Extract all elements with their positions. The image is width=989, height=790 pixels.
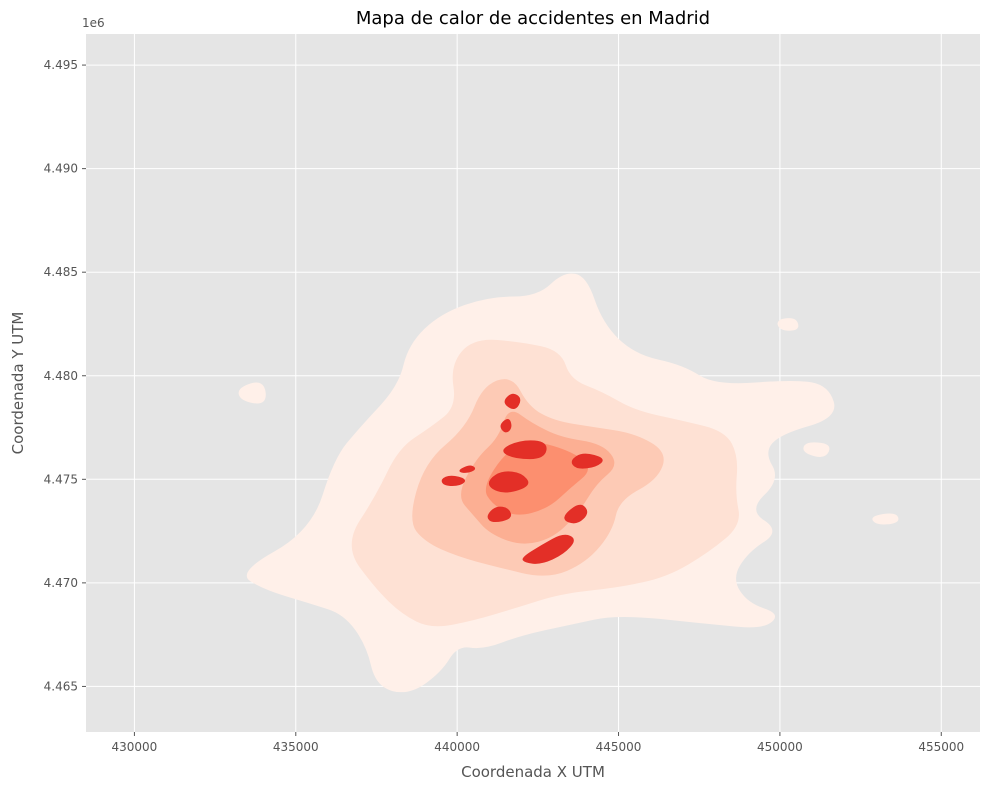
y-tick-label: 4.495 <box>44 58 78 72</box>
density-contours <box>238 273 899 693</box>
hotspot-region <box>571 453 603 469</box>
x-tick-label: 445000 <box>596 740 642 754</box>
density-level-1 <box>803 442 830 457</box>
y-axis-offset-label: 1e6 <box>82 16 105 30</box>
y-axis-label: Coordenada Y UTM <box>9 312 27 455</box>
density-level-1 <box>777 318 799 331</box>
y-tick-label: 4.480 <box>44 369 78 383</box>
density-level-1 <box>238 382 266 404</box>
x-tick-label: 450000 <box>757 740 803 754</box>
density-level-1 <box>872 513 899 525</box>
y-tick-label: 4.490 <box>44 162 78 176</box>
hotspot-region <box>459 465 476 473</box>
x-tick-label: 430000 <box>112 740 158 754</box>
chart-title: Mapa de calor de accidentes en Madrid <box>356 8 710 29</box>
hotspot-region <box>500 419 512 433</box>
y-tick-label: 4.475 <box>44 472 78 486</box>
hotspot-region <box>441 475 465 487</box>
y-tick-label: 4.470 <box>44 576 78 590</box>
x-axis-label: Coordenada X UTM <box>461 763 605 781</box>
hotspot-region <box>522 534 574 564</box>
x-tick-label: 455000 <box>918 740 964 754</box>
x-axis-ticks: 430000 435000 440000 445000 450000 455000 <box>112 732 964 754</box>
x-tick-label: 435000 <box>273 740 319 754</box>
x-tick-label: 440000 <box>434 740 480 754</box>
hotspot-region <box>487 506 512 523</box>
y-tick-label: 4.485 <box>44 265 78 279</box>
density-level-5 <box>485 442 588 515</box>
hotspot-region <box>504 393 521 409</box>
hotspot-region <box>503 440 547 460</box>
hotspot-region <box>488 471 529 493</box>
y-tick-label: 4.465 <box>44 679 78 693</box>
y-axis-ticks: 4.465 4.470 4.475 4.480 4.485 4.490 4.495 <box>44 58 86 693</box>
hotspot-region <box>564 504 588 524</box>
